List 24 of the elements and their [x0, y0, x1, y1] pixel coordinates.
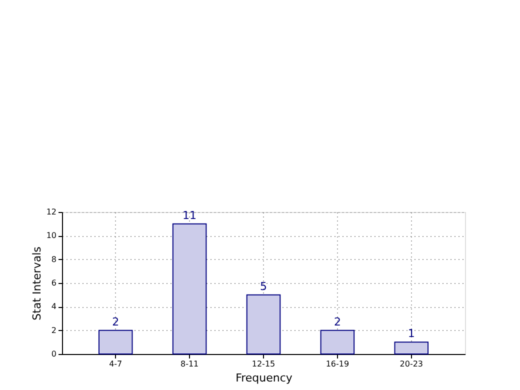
data-label: 1 — [408, 327, 415, 340]
x-tick-label: 12-15 — [252, 360, 276, 368]
bar — [394, 342, 429, 354]
data-label: 11 — [182, 208, 197, 222]
y-tick-label: 8 — [51, 254, 56, 264]
x-tick-label: 20-23 — [400, 360, 424, 368]
bar — [98, 330, 133, 354]
y-tick-label: 6 — [51, 278, 56, 288]
data-label: 2 — [112, 315, 120, 328]
x-tick-label: 16-19 — [326, 360, 350, 368]
x-axis-title: Frequency — [236, 372, 293, 384]
bar — [246, 294, 281, 354]
y-tick-label: 12 — [46, 208, 56, 216]
x-tick-label: 8-11 — [180, 360, 199, 368]
y-axis-title: Stat Intervals — [30, 246, 44, 320]
bar — [172, 223, 207, 354]
data-label: 5 — [260, 280, 267, 293]
y-tick-label: 10 — [46, 231, 56, 240]
y-tick-label: 4 — [51, 302, 56, 312]
data-label: 2 — [334, 315, 341, 328]
y-tick-label: 0 — [51, 350, 56, 358]
bar — [320, 330, 355, 354]
y-tick-label: 2 — [51, 326, 56, 335]
x-tick-label: 4-7 — [109, 360, 122, 368]
